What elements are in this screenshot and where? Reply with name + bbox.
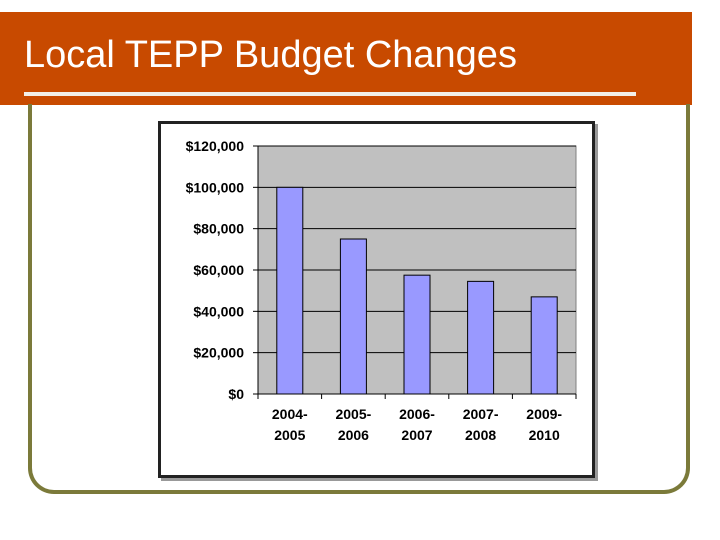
x-tick-label-line: 2005 [274,427,305,443]
bar [403,274,431,395]
x-tick-label-line: 2010 [529,427,560,443]
x-tick-label-line: 2006- [399,406,435,422]
bar [276,186,304,395]
y-tick-label: $40,000 [193,303,244,319]
y-tick-label: $120,000 [186,138,245,154]
x-tick-label-line: 2005- [335,406,371,422]
x-tick-label: 2005- 2006 [335,406,371,443]
x-tick-label: 2006- 2007 [399,406,435,443]
x-tick-label-line: 2004- [272,406,308,422]
bar [467,280,495,395]
y-tick-label: $60,000 [193,262,244,278]
x-tick-label-line: 2006 [338,427,369,443]
chart-container: $0 $20,000 $40,000 $60,000 $80,000 $100,000 $1… [158,121,595,478]
x-tick-label-line: 2008 [465,427,496,443]
x-tick-label-line: 2009- [526,406,562,422]
x-tick-label: 2009- 2010 [526,406,562,443]
y-tick-label: $100,000 [186,179,245,195]
slide-frame [28,104,690,494]
title-underline [24,92,636,96]
x-tick-label: 2004- 2005 [272,406,308,443]
slide-title: Local TEPP Budget Changes [24,34,517,76]
bar-chart: $0 $20,000 $40,000 $60,000 $80,000 $100,000 $1… [186,138,577,443]
y-tick-label: $80,000 [193,221,244,237]
y-tick-label: $20,000 [193,345,244,361]
x-tick-label: 2007- 2008 [463,406,499,443]
bar [339,238,367,395]
title-bar [0,12,692,105]
bar [530,296,558,395]
y-tick-label: $0 [228,386,244,402]
x-tick-label-line: 2007- [463,406,499,422]
x-tick-label-line: 2007 [401,427,432,443]
